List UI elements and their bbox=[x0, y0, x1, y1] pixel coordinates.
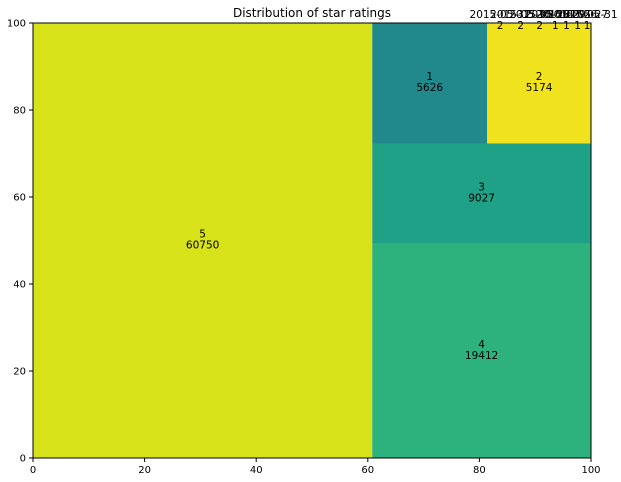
treemap-cell-2 bbox=[372, 143, 591, 244]
treemap-cell-3 bbox=[372, 23, 488, 144]
axes: 0 20 40 60 80 100 0 20 40 60 80 100 bbox=[7, 19, 601, 477]
cell-label-3: 1 bbox=[426, 71, 433, 83]
cell-label-5: 2015-05-31 bbox=[470, 9, 531, 21]
cell-value-6: 2 bbox=[517, 20, 524, 32]
treemap-cell-4 bbox=[487, 23, 591, 144]
x-tick-label-3: 60 bbox=[361, 465, 374, 476]
plot-frame bbox=[32, 22, 592, 459]
y-tick-label-2: 40 bbox=[13, 280, 26, 291]
treemap-cells bbox=[33, 23, 592, 458]
cell-value-2: 9027 bbox=[468, 193, 495, 205]
cell-value-11: 1 bbox=[584, 20, 591, 32]
x-tick-label-0: 0 bbox=[30, 465, 36, 476]
x-tick-label-2: 40 bbox=[250, 465, 263, 476]
cell-label-4: 2 bbox=[536, 71, 543, 83]
y-tick-label-5: 100 bbox=[7, 19, 26, 30]
y-tick-label-3: 60 bbox=[13, 193, 26, 204]
cell-value-4: 5174 bbox=[526, 82, 553, 94]
cell-labels: 5607504194123902715626251742015-05-31220… bbox=[186, 9, 618, 362]
y-tick-label-0: 0 bbox=[20, 454, 26, 465]
cell-value-10: 1 bbox=[574, 20, 581, 32]
cell-label-1: 4 bbox=[478, 339, 485, 351]
treemap-cell-1 bbox=[372, 243, 591, 458]
cell-label-10: 2015-05-27 bbox=[547, 9, 608, 21]
x-tick-label-4: 80 bbox=[473, 465, 486, 476]
cell-label-0: 5 bbox=[199, 229, 206, 241]
x-tick-label-1: 20 bbox=[138, 465, 151, 476]
y-tick-label-4: 80 bbox=[13, 106, 26, 117]
cell-label-6: 2015-05-30 bbox=[490, 9, 551, 21]
cell-label-11: 2015-05-31 bbox=[557, 9, 618, 21]
cell-label-7: 2015-05-28 bbox=[509, 9, 570, 21]
cell-label-2: 3 bbox=[478, 182, 485, 194]
treemap-cell-0 bbox=[33, 23, 373, 458]
cell-value-5: 2 bbox=[497, 20, 504, 32]
cell-value-8: 1 bbox=[552, 20, 559, 32]
x-tick-label-5: 100 bbox=[581, 465, 600, 476]
cell-label-9: 2015-05-26 bbox=[536, 9, 597, 21]
cell-value-3: 5626 bbox=[416, 82, 443, 94]
y-tick-label-1: 20 bbox=[13, 367, 26, 378]
chart-title: Distribution of star ratings bbox=[233, 6, 391, 20]
cell-value-1: 19412 bbox=[465, 350, 498, 362]
cell-value-9: 1 bbox=[563, 20, 570, 32]
cell-value-0: 60750 bbox=[186, 240, 219, 252]
cell-label-8: 2015-05-29 bbox=[525, 9, 586, 21]
cell-value-7: 2 bbox=[536, 20, 543, 32]
